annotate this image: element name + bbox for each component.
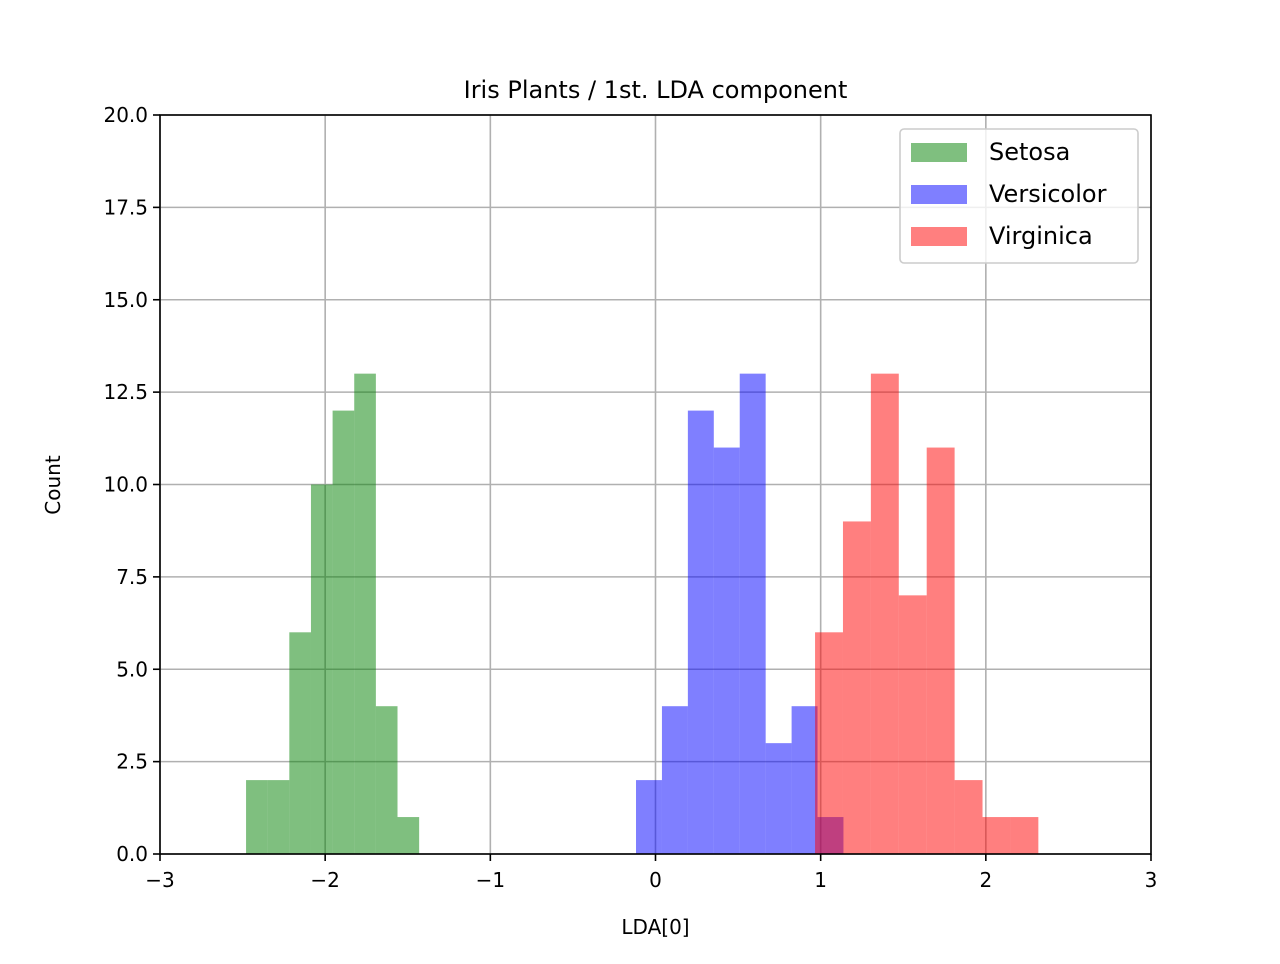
histogram-bar [289,632,311,854]
histogram-bar [765,743,792,854]
y-tick-label: 12.5 [103,380,148,404]
histogram-bar [636,780,662,854]
legend-swatch [911,143,967,162]
y-tick-label: 20.0 [103,103,148,127]
y-tick-label: 15.0 [103,288,148,312]
histogram-bar [354,373,376,854]
x-tick-label: 0 [649,868,662,892]
legend-swatch [911,185,967,204]
legend-label: Versicolor [989,180,1107,208]
bars [246,373,1039,854]
x-tick-label: 3 [1145,868,1158,892]
legend-label: Setosa [989,138,1070,166]
histogram-bar [713,447,740,854]
x-tick-label: −2 [310,868,339,892]
histogram-bar [267,780,290,854]
x-tick-label: −3 [145,868,174,892]
series-setosa [246,373,420,854]
y-tick-label: 2.5 [116,750,148,774]
histogram-bar [982,817,1011,854]
y-tick-label: 7.5 [116,565,148,589]
chart-title: Iris Plants / 1st. LDA component [464,76,848,104]
histogram-bar [397,817,420,854]
x-tick-label: 2 [979,868,992,892]
histogram-bar [954,780,983,854]
y-tick-label: 0.0 [116,842,148,866]
histogram-bar [926,447,955,854]
x-tick-label: 1 [814,868,827,892]
histogram-bar [1010,817,1039,854]
y-tick-label: 17.5 [103,195,148,219]
histogram-bar [842,521,871,854]
histogram-bar [332,410,355,854]
legend-swatch [911,227,967,246]
series-versicolor [636,373,844,854]
histogram-bar [375,706,398,854]
histogram-bar [791,706,818,854]
y-tick-label: 5.0 [116,657,148,681]
legend: Setosa Versicolor Virginica [899,128,1139,264]
histogram-bar [898,595,927,854]
x-axis-label: LDA[0] [621,915,689,939]
series-virginica [815,373,1039,854]
x-tick-label: −1 [476,868,505,892]
y-axis-label: Count [41,455,65,515]
histogram-bar [661,706,688,854]
legend-label: Virginica [989,222,1093,250]
ticks: −3 −2 −1 0 1 2 3 0.0 2.5 5.0 7.5 10.0 12.5 15.0 17.5 20… [103,103,1157,892]
histogram-bar [815,632,843,854]
histogram-bar [870,373,899,854]
histogram-bar [739,373,766,854]
y-tick-label: 10.0 [103,473,148,497]
histogram-bar [687,410,714,854]
histogram-bar [246,780,268,854]
histogram-bar [310,484,333,854]
